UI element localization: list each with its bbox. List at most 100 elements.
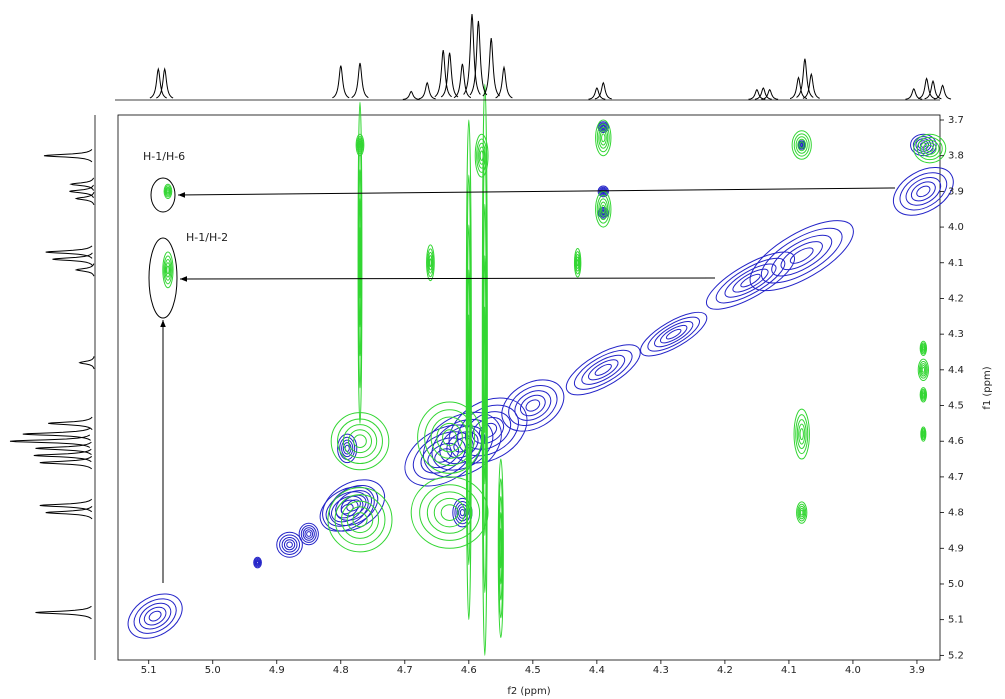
x-axis-label: f2 (ppm)	[507, 686, 550, 697]
top-projection-peak	[796, 58, 814, 98]
contour-peak	[164, 185, 172, 198]
y-tick-label: 4.9	[948, 543, 964, 554]
contour-peak	[281, 536, 298, 553]
contour-peak	[164, 259, 172, 281]
top-projection-peak	[149, 67, 167, 99]
x-tick-label: 4.0	[845, 665, 861, 676]
contour-peak	[601, 125, 605, 129]
left-projection-peak	[43, 149, 93, 163]
contour-peak	[427, 251, 434, 274]
contour-peak	[797, 138, 807, 152]
contour-peak	[433, 497, 466, 528]
contour-peak	[919, 387, 928, 403]
contour-peak	[594, 363, 612, 376]
top-projection-peak	[495, 65, 513, 99]
left-projection-peak	[48, 416, 93, 431]
x-tick-label: 4.4	[589, 665, 605, 676]
contour-peak	[922, 142, 937, 155]
annotation-label: H-1/H-2	[186, 231, 228, 244]
contour-peak	[165, 186, 171, 197]
top-projection-peak	[588, 87, 606, 100]
contour-peak	[800, 509, 804, 516]
contour-peak	[356, 136, 364, 154]
contour-peak	[426, 248, 434, 278]
contour-peak	[659, 324, 688, 344]
x-tick-label: 4.7	[397, 665, 413, 676]
contour-peak	[341, 439, 354, 458]
top-projection-peak	[156, 67, 174, 99]
contour-peak	[352, 512, 368, 528]
y-tick-label: 5.0	[948, 579, 964, 590]
contour-peak	[508, 385, 558, 427]
contour-peak	[482, 146, 488, 594]
contour-peak	[419, 484, 481, 541]
contour-peak	[483, 306, 486, 434]
contour-peak	[899, 172, 948, 211]
contour-peak	[335, 490, 373, 521]
contour-peak	[798, 505, 806, 520]
contour-peak	[789, 247, 814, 264]
contour-peak	[912, 136, 934, 154]
contour-peak	[525, 399, 541, 412]
y-tick-label: 4.7	[948, 472, 964, 483]
contour-peak	[597, 121, 609, 133]
contour-peak	[330, 412, 390, 471]
x-tick-label: 5.1	[141, 665, 157, 676]
contour-peak	[922, 432, 925, 437]
top-projection-peak	[754, 87, 772, 100]
contour-peak	[429, 258, 432, 268]
top-projection-peak	[440, 52, 459, 98]
contour-peak	[442, 429, 458, 446]
contour-peak	[581, 354, 626, 385]
left-projection-peak	[45, 505, 93, 520]
contour-peak	[916, 136, 943, 161]
left-projection-peak	[78, 356, 95, 370]
contour-peak	[795, 414, 809, 455]
contour-peak	[599, 201, 607, 217]
contour-peak	[587, 359, 619, 381]
contour-peak	[796, 501, 808, 524]
contour-peak	[255, 559, 260, 566]
contour-peak	[306, 531, 312, 537]
contour-peak	[498, 478, 504, 619]
left-projection-peak	[35, 441, 92, 456]
contour-peak	[920, 365, 926, 375]
contour-peak	[466, 174, 472, 566]
x-tick-label: 4.3	[653, 665, 669, 676]
top-projection-peak	[434, 50, 452, 98]
y-tick-label: 4.2	[948, 293, 964, 304]
contour-peak	[283, 539, 296, 551]
top-projection-peak	[482, 38, 500, 97]
contour-peak	[514, 390, 552, 421]
y-tick-label: 4.3	[948, 329, 964, 340]
contour-peak	[465, 119, 472, 621]
contour-peak	[501, 379, 565, 432]
y-tick-label: 4.8	[948, 508, 964, 519]
contour-peak	[327, 487, 393, 553]
top-projection-peak	[418, 81, 436, 100]
contour-peak	[286, 541, 293, 548]
y-axis-label: f1 (ppm)	[982, 366, 993, 409]
contour-peak	[417, 401, 483, 474]
contour-peak	[600, 188, 606, 195]
top-projection-peak	[351, 62, 369, 99]
left-projection-peak	[45, 245, 93, 259]
x-tick-label: 4.9	[269, 665, 285, 676]
contour-peak	[519, 394, 546, 417]
contour-peak	[601, 204, 606, 214]
top-projection-peak	[402, 90, 420, 100]
contour-peak	[254, 557, 262, 568]
contour-peak	[919, 340, 928, 357]
contour-peak	[916, 185, 931, 198]
contour-peak	[599, 187, 607, 195]
contour-peak	[921, 345, 926, 352]
contour-peak	[600, 210, 606, 216]
left-projection-peak	[74, 192, 95, 206]
contour-peak	[800, 143, 804, 147]
y-tick-label: 3.9	[948, 186, 964, 197]
contour-peak	[565, 344, 641, 396]
contour-peak	[574, 251, 581, 275]
left-projection-peak	[39, 455, 93, 470]
top-projection-peak	[469, 20, 488, 96]
